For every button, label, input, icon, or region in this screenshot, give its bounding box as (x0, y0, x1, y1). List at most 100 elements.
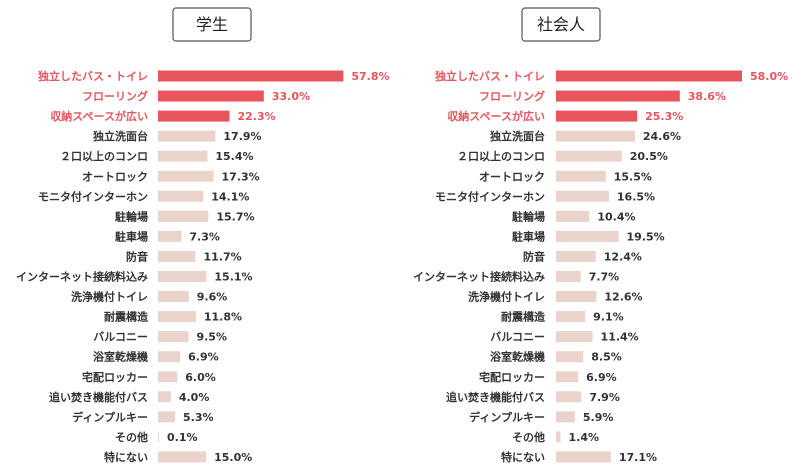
bar-student (158, 190, 204, 202)
title-box-worker (521, 7, 601, 42)
bar-student (158, 411, 175, 423)
category-label-student: フローリング (82, 89, 148, 103)
bar-student (158, 271, 207, 282)
value-label-worker: 1.4% (568, 431, 599, 444)
category-label-worker: 宅配ロッカー (479, 370, 545, 384)
value-label-student: 22.3% (238, 110, 276, 123)
value-label-worker: 7.9% (589, 391, 620, 404)
category-label-student: バルコニー (93, 331, 148, 344)
category-label-student: 宅配ロッカー (82, 370, 148, 384)
bar-student (158, 431, 159, 443)
category-label-student: 洗浄機付トイレ (71, 290, 148, 304)
category-label-worker: 駐車場 (512, 229, 545, 243)
value-label-worker: 6.9% (586, 371, 617, 384)
panel-student: 学生 独立したバス・トイレ 57.8% フローリング 33.0% 収納スペースが広い 22… (16, 7, 390, 464)
value-label-student: 9.6% (197, 291, 228, 304)
category-label-worker: ディンプルキー (469, 410, 545, 424)
category-label-student: オートロック (82, 170, 148, 183)
bar-student (158, 110, 230, 122)
rows-worker: 独立したバス・トイレ 58.0% フローリング 38.6% 収納スペースが広い 25.3%… (413, 69, 788, 464)
bar-worker (556, 90, 680, 102)
value-label-student: 6.9% (188, 351, 219, 364)
bar-student (158, 451, 207, 463)
value-label-student: 17.9% (223, 130, 261, 143)
category-label-worker: 浴室乾燥機 (490, 350, 545, 364)
value-label-worker: 10.4% (597, 210, 635, 223)
value-label-student: 6.0% (185, 371, 216, 384)
value-label-worker: 25.3% (645, 110, 683, 123)
value-label-worker: 8.5% (591, 351, 622, 364)
category-label-student: 防音 (126, 249, 148, 263)
chart-title-worker: 社会人 (537, 15, 585, 34)
value-label-worker: 24.6% (643, 130, 681, 143)
value-label-student: 15.1% (214, 271, 252, 284)
bar-worker (556, 70, 742, 82)
category-label-student: その他 (115, 430, 148, 444)
bar-worker (556, 291, 597, 303)
category-label-worker: その他 (512, 430, 545, 444)
value-label-student: 33.0% (272, 90, 310, 103)
category-label-student: 駐輪場 (115, 209, 148, 223)
bar-worker (556, 391, 582, 403)
value-label-student: 5.3% (183, 411, 214, 424)
bar-worker (556, 210, 590, 222)
category-label-student: 耐震構造 (104, 310, 149, 324)
category-label-student: 駐車場 (115, 229, 148, 243)
value-label-student: 7.3% (189, 230, 220, 243)
value-label-student: 4.0% (179, 391, 210, 404)
value-label-student: 57.8% (351, 70, 389, 83)
bar-worker (556, 130, 635, 142)
value-label-worker: 5.9% (583, 411, 614, 424)
bar-student (158, 291, 189, 303)
title-box-student (172, 7, 252, 42)
bar-worker (556, 170, 606, 182)
bar-student (158, 351, 181, 363)
category-label-worker: オートロック (479, 170, 545, 183)
value-label-student: 14.1% (211, 190, 249, 203)
value-label-worker: 7.7% (589, 271, 620, 284)
bar-worker (556, 431, 561, 443)
value-label-student: 0.1% (167, 431, 198, 444)
rows-student: 独立したバス・トイレ 57.8% フローリング 33.0% 収納スペースが広い 22.3%… (16, 69, 390, 464)
category-label-worker: 追い焚き機能付バス (446, 390, 545, 404)
bar-worker (556, 451, 611, 463)
bar-worker (556, 190, 609, 202)
value-label-student: 15.7% (216, 210, 254, 223)
category-label-student: ２口以上のコンロ (60, 149, 148, 163)
value-label-student: 15.4% (215, 150, 253, 163)
bar-worker (556, 110, 638, 122)
value-label-student: 17.3% (221, 170, 259, 183)
bar-worker (556, 230, 619, 242)
bar-student (158, 371, 178, 383)
category-label-worker: 駐輪場 (512, 209, 545, 223)
value-label-student: 15.0% (214, 451, 252, 464)
bar-student (158, 90, 264, 102)
category-label-student: 独立洗面台 (92, 129, 148, 143)
value-label-worker: 17.1% (619, 451, 657, 464)
category-label-worker: 収納スペースが広い (447, 109, 545, 123)
bar-student (158, 170, 214, 182)
category-label-student: インターネット接続料込み (16, 270, 148, 284)
bar-worker (556, 331, 593, 343)
value-label-student: 11.7% (204, 250, 242, 263)
bar-worker (556, 411, 575, 423)
value-label-student: 11.8% (204, 311, 242, 324)
bar-worker (556, 271, 581, 282)
category-label-student: モニタ付インターホン (38, 189, 148, 203)
value-label-worker: 19.5% (627, 230, 665, 243)
value-label-worker: 12.6% (604, 291, 642, 304)
category-label-student: 収納スペースが広い (50, 109, 148, 123)
bar-student (158, 331, 189, 343)
value-label-worker: 12.4% (604, 250, 642, 263)
bar-worker (556, 311, 586, 323)
bar-worker (556, 351, 584, 363)
bar-worker (556, 371, 579, 383)
category-label-worker: フローリング (479, 89, 545, 103)
category-label-worker: バルコニー (490, 331, 545, 344)
category-label-worker: 独立したバス・トイレ (434, 69, 545, 83)
value-label-worker: 15.5% (614, 170, 652, 183)
category-label-worker: 洗浄機付トイレ (468, 290, 545, 304)
bar-worker (556, 150, 622, 162)
bar-student (158, 230, 182, 242)
